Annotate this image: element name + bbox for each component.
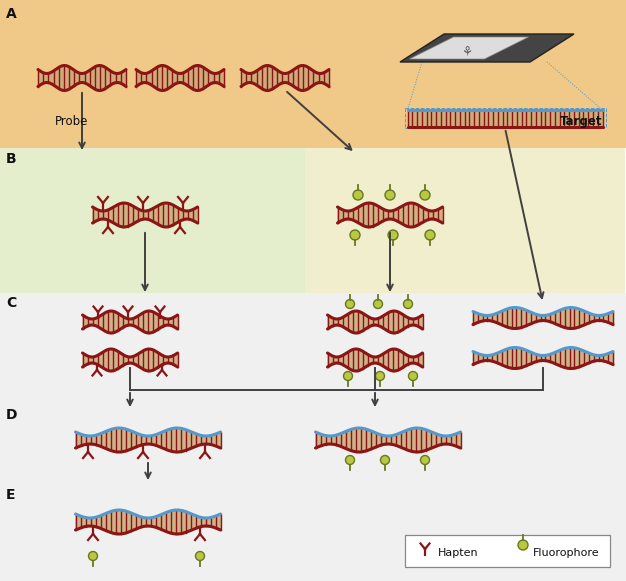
Polygon shape — [400, 34, 574, 62]
Circle shape — [420, 190, 430, 200]
Circle shape — [376, 371, 384, 381]
Text: D: D — [6, 408, 18, 422]
Polygon shape — [409, 37, 528, 59]
Text: Probe: Probe — [55, 115, 88, 128]
Circle shape — [404, 299, 413, 309]
Circle shape — [518, 540, 528, 550]
Circle shape — [350, 230, 360, 240]
Text: ⚘: ⚘ — [461, 45, 473, 59]
Bar — [0, 0, 626, 148]
Circle shape — [346, 299, 354, 309]
Bar — [0, 148, 305, 293]
Circle shape — [195, 551, 205, 561]
Circle shape — [409, 371, 418, 381]
Circle shape — [374, 299, 382, 309]
FancyBboxPatch shape — [405, 535, 610, 567]
Bar — [0, 293, 626, 581]
Circle shape — [421, 456, 429, 464]
Circle shape — [425, 230, 435, 240]
Circle shape — [344, 371, 352, 381]
Circle shape — [88, 551, 98, 561]
Text: Target: Target — [560, 115, 602, 128]
Circle shape — [346, 456, 354, 464]
Text: Hapten: Hapten — [438, 548, 479, 558]
Bar — [305, 148, 625, 293]
Text: E: E — [6, 488, 16, 502]
Text: B: B — [6, 152, 17, 166]
Circle shape — [381, 456, 389, 464]
Text: Fluorophore: Fluorophore — [533, 548, 600, 558]
Circle shape — [385, 190, 395, 200]
Text: A: A — [6, 7, 17, 21]
Circle shape — [388, 230, 398, 240]
Circle shape — [353, 190, 363, 200]
Text: C: C — [6, 296, 16, 310]
